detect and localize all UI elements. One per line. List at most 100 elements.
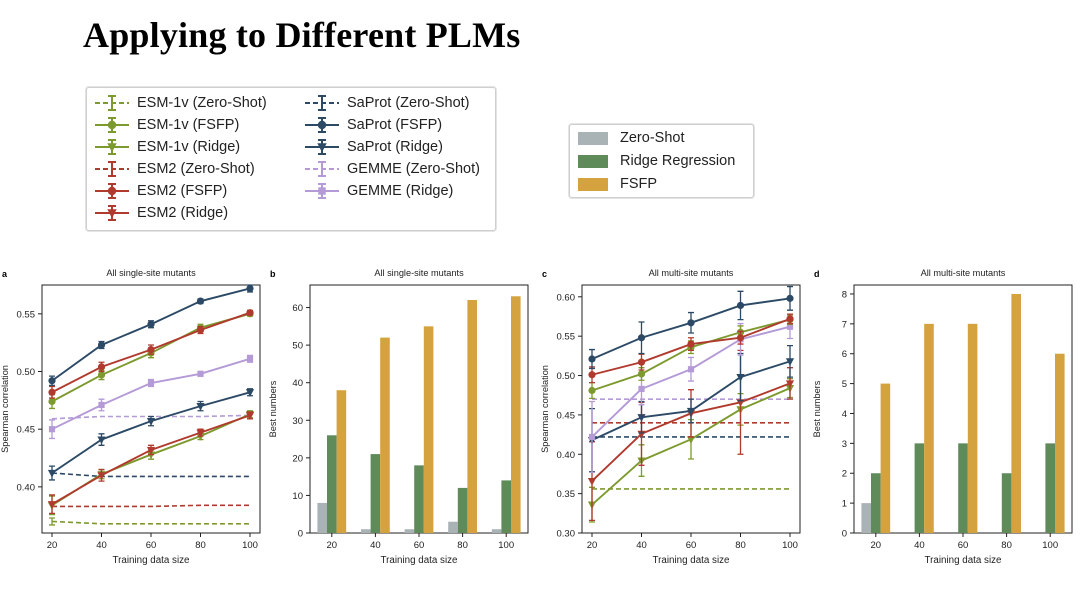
y-tick-label: 0.60	[557, 292, 576, 303]
y-axis-label: Best numbers	[812, 380, 822, 437]
data-point	[146, 418, 156, 426]
data-point	[97, 341, 106, 349]
series-line	[51, 472, 250, 478]
bar	[404, 529, 415, 533]
x-tick-label: 80	[457, 540, 468, 551]
legend-entry-gemme-ridge: GEMME (Ridge)	[303, 181, 453, 201]
legend-marker	[317, 120, 327, 130]
x-tick-label: 80	[1001, 540, 1012, 551]
x-tick-label: 20	[587, 540, 598, 551]
data-point	[196, 403, 205, 411]
line-series-legend: ESM-1v (Zero-Shot) ESM-1v (FSFP) ESM-1v (R…	[86, 87, 496, 231]
legend-entry-saprot-ridge: SaProt (Ridge)	[303, 137, 443, 157]
legend-entry-gemme-zero-shot: GEMME (Zero-Shot)	[303, 159, 480, 179]
bar	[958, 443, 968, 533]
y-tick-label: 0.35	[557, 489, 576, 500]
y-tick-label: 0.45	[17, 425, 36, 436]
data-point	[687, 340, 695, 348]
data-point	[245, 412, 255, 420]
data-point	[146, 451, 156, 460]
y-tick-label: 3	[842, 439, 847, 450]
legend-swatch	[95, 139, 129, 155]
y-tick-label: 20	[292, 453, 303, 464]
legend-label: GEMME (Zero-Shot)	[347, 161, 480, 177]
data-point	[686, 436, 696, 444]
legend-swatch	[305, 183, 339, 199]
series-line	[51, 391, 251, 474]
legend-label: ESM-1v (Ridge)	[137, 139, 241, 155]
data-point	[785, 380, 795, 389]
data-point	[736, 301, 745, 310]
chart-canvas: b All single-site mutants 0 10 20 30 40 50 60 Tra…	[268, 268, 529, 566]
y-tick-label: 40	[292, 378, 303, 389]
bar	[501, 480, 511, 533]
series-saprot-fsfp	[588, 285, 794, 370]
bar	[871, 473, 881, 533]
x-tick-label: 100	[498, 540, 514, 551]
data-point	[786, 315, 794, 323]
legend-entry-zero-shot: Zero-Shot	[578, 128, 684, 148]
y-tick-label: 0.30	[557, 529, 576, 540]
slide-title: Applying to Different PLMs	[83, 15, 521, 55]
x-tick-label: 40	[914, 540, 925, 551]
series-gemme-ridge	[48, 354, 254, 440]
x-tick-label: 100	[242, 540, 258, 551]
bar	[510, 296, 521, 533]
legend-label: SaProt (Ridge)	[347, 139, 443, 155]
x-axis-label: Training data size	[653, 555, 731, 566]
panel-d-multi-site-best-numbers: d All multi-site mutants 0 1 2 3 4 5 6 7 8 Training…	[812, 262, 1080, 582]
x-tick-label: 60	[686, 540, 697, 551]
legend-swatch	[95, 117, 129, 133]
bar	[317, 502, 328, 533]
data-point	[587, 477, 597, 486]
data-point	[146, 446, 156, 455]
bar	[448, 521, 458, 533]
data-point	[97, 363, 106, 371]
legend-entry-saprot-fsfp: SaProt (FSFP)	[303, 115, 442, 135]
data-point	[736, 374, 745, 382]
y-tick-label: 1	[842, 499, 847, 510]
bar	[1054, 353, 1065, 533]
x-tick-label: 60	[958, 540, 969, 551]
legend-entry-esm-1v-ridge: ESM-1v (Ridge)	[93, 137, 240, 157]
legend-entry-esm-1v-fsfp: ESM-1v (FSFP)	[93, 115, 239, 135]
x-axis-label: Training data size	[113, 555, 191, 566]
data-point	[196, 297, 205, 305]
y-tick-label: 0.55	[17, 309, 36, 320]
legend-marker	[107, 209, 117, 219]
legend-entry-fsfp: FSFP	[578, 174, 657, 194]
data-point	[246, 284, 254, 293]
bar-series-legend: Zero-Shot Ridge Regression FSFP	[569, 124, 754, 198]
x-axis-label: Training data size	[925, 555, 1003, 566]
panel-letter: c	[542, 269, 547, 279]
series-saprot-ridge	[47, 388, 255, 481]
y-tick-label: 2	[842, 469, 847, 480]
bar	[1045, 443, 1055, 533]
data-point	[47, 469, 57, 478]
data-point	[48, 388, 56, 396]
data-point	[97, 436, 106, 445]
y-axis-label: Spearman correlation	[0, 365, 10, 453]
bar	[370, 454, 381, 533]
y-axis-label: Best numbers	[268, 380, 278, 437]
data-point	[48, 426, 56, 433]
panel-b-single-site-best-numbers: b All single-site mutants 0 10 20 30 40 50 60 Tra…	[268, 262, 540, 582]
y-tick-label: 0	[298, 529, 303, 540]
bar	[880, 383, 891, 533]
legend-label: SaProt (FSFP)	[347, 117, 443, 133]
legend-label: GEMME (Ridge)	[347, 183, 454, 199]
data-point	[246, 355, 254, 362]
legend-swatch	[95, 95, 129, 111]
chart-title: All single-site mutants	[374, 268, 464, 278]
series-saprot-fsfp	[48, 284, 254, 387]
data-point	[196, 429, 205, 438]
series-esm2-zero-shot	[52, 504, 250, 508]
data-point	[588, 386, 596, 395]
legend-marker	[317, 143, 327, 153]
legend-label: Zero-Shot	[620, 130, 685, 146]
data-point	[245, 389, 255, 397]
legend-swatch	[578, 131, 608, 145]
legend-swatch	[305, 161, 339, 177]
data-point	[736, 334, 745, 342]
y-tick-label: 60	[292, 303, 303, 314]
